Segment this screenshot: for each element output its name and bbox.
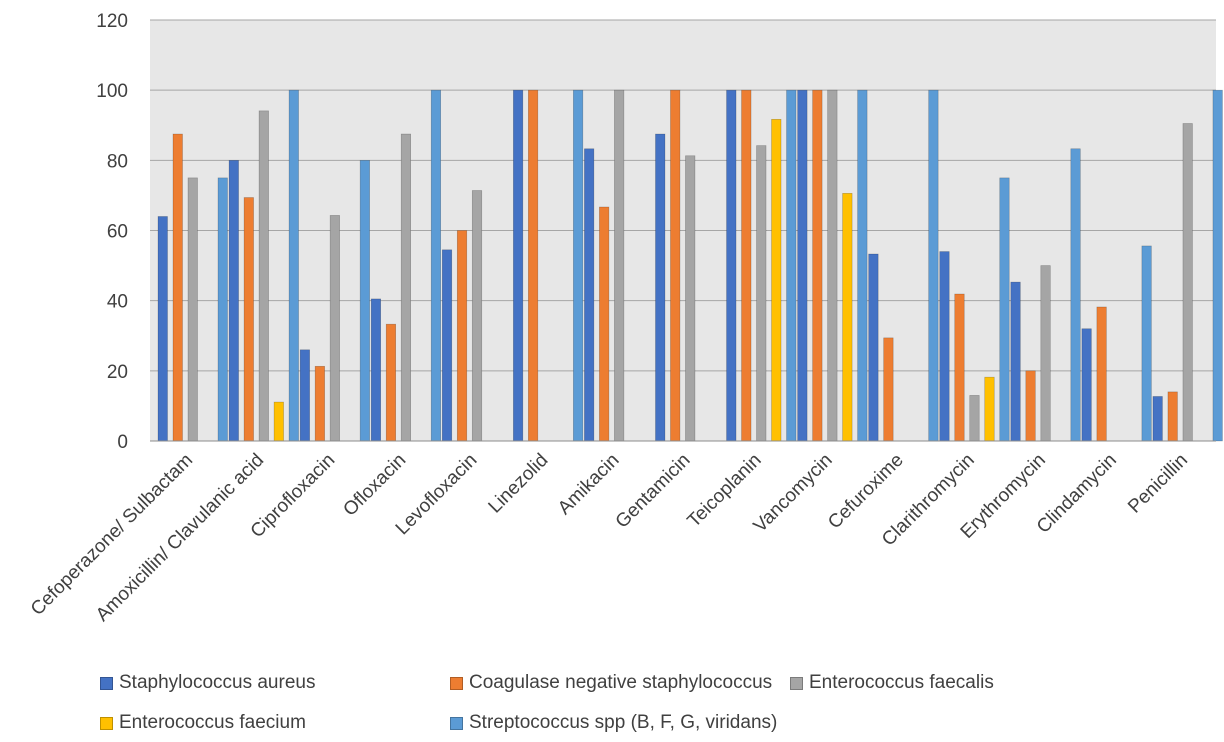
bar-staphylococcus-aureus xyxy=(513,89,524,442)
bar-enterococcus-faecalis xyxy=(1182,123,1193,442)
bar-staphylococcus-aureus xyxy=(1152,396,1163,442)
bar-staphylococcus-aureus xyxy=(797,89,808,442)
bar-coagulase-negative-staphylococcus xyxy=(599,206,610,442)
bar-streptococcus-spp-b-f-g-viridans xyxy=(857,89,868,442)
legend-swatch xyxy=(100,676,113,690)
legend-label: Streptococcus spp (B, F, G, viridans) xyxy=(469,712,778,733)
bar-streptococcus-spp-b-f-g-viridans xyxy=(288,89,299,442)
legend-item: Enterococcus faecalis xyxy=(790,672,994,694)
bar-staphylococcus-aureus xyxy=(228,160,239,442)
bar-enterococcus-faecalis xyxy=(969,395,980,442)
bar-staphylococcus-aureus xyxy=(441,249,453,442)
bar-staphylococcus-aureus xyxy=(157,216,168,442)
bar-staphylococcus-aureus xyxy=(584,148,595,442)
y-tick-label: 60 xyxy=(107,222,128,243)
bar-coagulase-negative-staphylococcus xyxy=(314,365,325,442)
legend-item: Staphylococcus aureus xyxy=(100,672,315,694)
bar-enterococcus-faecalis xyxy=(329,215,340,442)
legend-label: Enterococcus faecalis xyxy=(809,672,994,693)
x-tick-label: Linezolid xyxy=(485,450,553,518)
x-tick-label: Penicillin xyxy=(1124,450,1192,518)
bar-coagulase-negative-staphylococcus xyxy=(741,89,752,442)
legend: Staphylococcus aureus Coagulase negative … xyxy=(100,672,1210,742)
bar-coagulase-negative-staphylococcus xyxy=(883,337,894,442)
bar-staphylococcus-aureus xyxy=(726,89,737,442)
bar-enterococcus-faecalis xyxy=(685,155,696,442)
gridlines xyxy=(150,19,1216,372)
bar-enterococcus-faecium xyxy=(984,376,995,442)
bar-coagulase-negative-staphylococcus xyxy=(528,89,539,442)
bar-coagulase-negative-staphylococcus xyxy=(1096,306,1107,442)
legend-label: Coagulase negative staphylococcus xyxy=(469,672,773,693)
legend-swatch xyxy=(100,716,113,730)
legend-item: Streptococcus spp (B, F, G, viridans) xyxy=(450,712,777,734)
x-tick-label: Ofloxacin xyxy=(339,450,410,521)
bar-enterococcus-faecium xyxy=(842,193,853,442)
bar-streptococcus-spp-b-f-g-viridans xyxy=(573,89,584,442)
y-tick-label: 40 xyxy=(107,292,128,313)
bar-streptococcus-spp-b-f-g-viridans xyxy=(217,177,228,442)
bar-enterococcus-faecalis xyxy=(827,89,838,442)
bar-coagulase-negative-staphylococcus xyxy=(456,230,468,442)
bar-coagulase-negative-staphylococcus xyxy=(954,293,965,442)
bar-enterococcus-faecalis xyxy=(400,133,412,442)
legend-label: Staphylococcus aureus xyxy=(119,672,316,693)
legend-swatch xyxy=(450,676,463,690)
legend-label: Enterococcus faecium xyxy=(119,712,306,733)
bar-coagulase-negative-staphylococcus xyxy=(812,89,823,442)
y-tick-label: 120 xyxy=(96,11,128,32)
y-tick-label: 0 xyxy=(117,432,128,453)
bar-streptococcus-spp-b-f-g-viridans xyxy=(999,177,1010,442)
bar-streptococcus-spp-b-f-g-viridans xyxy=(359,160,370,442)
legend-swatch xyxy=(450,716,463,730)
y-tick-label: 80 xyxy=(107,151,128,172)
y-tick-label: 20 xyxy=(107,362,128,383)
bar-enterococcus-faecalis xyxy=(187,177,198,442)
legend-item: Coagulase negative staphylococcus xyxy=(450,672,772,694)
bar-coagulase-negative-staphylococcus xyxy=(243,197,254,442)
y-axis: 0 20 40 60 80 100 120 xyxy=(96,11,128,453)
bar-enterococcus-faecalis xyxy=(756,145,767,442)
bar-enterococcus-faecalis xyxy=(258,110,269,442)
y-tick-label: 100 xyxy=(96,81,128,102)
bar-coagulase-negative-staphylococcus xyxy=(1167,391,1178,442)
bar-staphylococcus-aureus xyxy=(370,298,382,442)
x-tick-label: Amikacin xyxy=(554,450,623,519)
bar-streptococcus-spp-b-f-g-viridans xyxy=(928,89,939,442)
bar-streptococcus-spp-b-f-g-viridans xyxy=(1212,89,1223,442)
bar-streptococcus-spp-b-f-g-viridans xyxy=(786,89,797,442)
bar-staphylococcus-aureus xyxy=(655,133,666,442)
bar-coagulase-negative-staphylococcus xyxy=(172,133,183,442)
bar-streptococcus-spp-b-f-g-viridans xyxy=(430,89,442,442)
bar-streptococcus-spp-b-f-g-viridans xyxy=(1070,148,1081,442)
bar-coagulase-negative-staphylococcus xyxy=(385,323,397,442)
bar-staphylococcus-aureus xyxy=(939,251,950,442)
bar-staphylococcus-aureus xyxy=(1010,281,1021,442)
legend-item: Enterococcus faecium xyxy=(100,712,306,734)
bars xyxy=(157,89,1223,442)
bar-enterococcus-faecium xyxy=(771,118,782,442)
bar-enterococcus-faecalis xyxy=(614,89,625,442)
bar-coagulase-negative-staphylococcus xyxy=(670,89,681,442)
bar-streptococcus-spp-b-f-g-viridans xyxy=(1141,245,1152,442)
bar-staphylococcus-aureus xyxy=(1081,328,1092,442)
bar-enterococcus-faecium xyxy=(273,401,284,442)
x-tick-label: Gentamicin xyxy=(612,450,695,533)
bar-enterococcus-faecalis xyxy=(471,190,483,442)
bar-coagulase-negative-staphylococcus xyxy=(1025,370,1036,442)
legend-swatch xyxy=(790,676,803,690)
bar-enterococcus-faecalis xyxy=(1040,265,1051,442)
bar-staphylococcus-aureus xyxy=(868,253,879,442)
bar-staphylococcus-aureus xyxy=(299,349,310,442)
